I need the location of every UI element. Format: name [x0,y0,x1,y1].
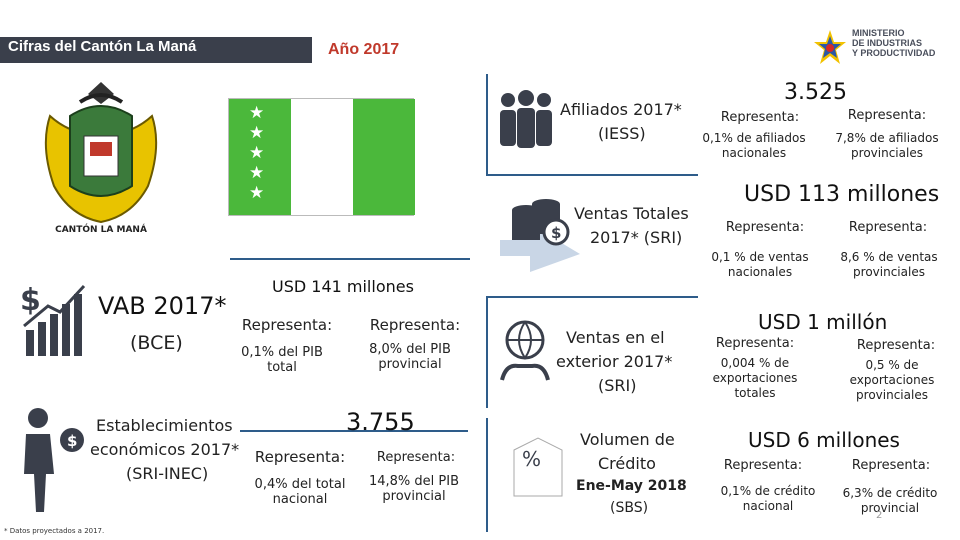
credito-amount: USD 6 millones [748,428,900,452]
svg-text:$: $ [20,283,41,318]
ventas-rep2-label: Representa: [848,220,928,235]
credito-source: (SBS) [610,500,649,516]
exterior-rep2-label: Representa: [856,338,936,353]
divider-line [486,296,488,408]
establecimientos-rep1-label: Representa: [254,448,346,466]
canton-crest-icon: CANTÓN LA MANÁ [44,82,158,235]
establecimientos-amount: 3.755 [346,408,415,436]
exterior-title-line1: Ventas en el [566,328,665,347]
exterior-amount: USD 1 millón [758,310,888,334]
footnote: * Datos proyectados a 2017. [4,527,105,535]
divider-line [230,258,470,260]
establecimientos-rep1-value: 0,4% del total nacional [254,477,346,507]
percent-tag-icon: % [513,437,563,497]
establecimientos-rep2-value: 14,8% del PIB provincial [368,474,460,504]
vab-rep1-label: Representa: [241,316,333,334]
businessman-icon: $ [24,408,84,512]
afiliados-rep1-value: 0,1% de afiliados nacionales [702,131,806,160]
coins-icon: $ [500,199,580,272]
svg-text:%: % [522,447,541,471]
establecimientos-title-line2: económicos 2017* [90,440,240,459]
ministry-logo-icon [814,30,846,64]
exterior-title-line2: exterior 2017* [556,352,673,371]
exterior-source: (SRI) [598,376,637,395]
page-title: Cifras del Cantón La Maná [8,38,197,55]
afiliados-rep2-value: 7,8% de afiliados provinciales [835,131,939,160]
divider-line [240,430,468,432]
svg-text:$: $ [551,224,561,242]
afiliados-source: (IESS) [598,124,646,143]
dollar-growth-chart-icon: $ [20,283,86,356]
credito-period: Ene-May 2018 [576,478,687,494]
divider-line [486,74,488,176]
header-bar [0,37,312,63]
credito-rep2-value: 6,3% de crédito provincial [842,486,938,515]
vab-rep2-label: Representa: [369,316,461,334]
page-number: 2 [876,510,883,521]
flag-stars-icon: ★ ★ ★ ★ ★ [249,103,265,202]
vab-title: VAB 2017* [98,292,227,320]
vab-rep1-value: 0,1% del PIB total [241,345,323,375]
credito-title-line2: Crédito [598,454,656,473]
divider-line [488,174,698,176]
exterior-rep2-value: 0,5 % de exportaciones provinciales [849,358,935,402]
credito-title-line1: Volumen de [580,430,675,449]
vab-rep2-value: 8,0% del PIB provincial [369,342,451,372]
exterior-rep1-label: Representa: [715,336,795,351]
global-trade-icon [500,320,550,381]
crest-motto: CANTÓN LA MANÁ [55,223,147,235]
ventas-rep2-value: 8,6 % de ventas provinciales [840,250,938,279]
ventas-rep1-value: 0,1 % de ventas nacionales [711,250,809,279]
people-group-icon [500,90,552,148]
year-label: Año 2017 [328,41,400,58]
divider-line [488,296,698,298]
credito-rep1-label: Representa: [723,458,803,473]
afiliados-rep2-label: Representa: [847,108,927,123]
divider-line [486,418,488,532]
credito-rep2-label: Representa: [851,458,931,473]
establecimientos-source: (SRI-INEC) [126,464,209,483]
establecimientos-rep1-label-2: Representa: [376,450,456,465]
afiliados-rep1-label: Representa: [720,110,800,125]
svg-text:$: $ [67,432,77,450]
vab-amount: USD 141 millones [272,277,414,296]
ministry-name: MINISTERIO DE INDUSTRIAS Y PRODUCTIVIDAD [852,28,936,58]
ventas-title-line1: Ventas Totales [574,204,689,223]
canton-flag: ★ ★ ★ ★ ★ [228,98,415,216]
exterior-rep1-value: 0,004 % de exportaciones totales [712,356,798,400]
establecimientos-title-line1: Establecimientos [96,416,233,435]
ventas-rep1-label: Representa: [725,220,805,235]
vab-source: (BCE) [130,332,183,354]
ventas-title-line2: 2017* (SRI) [590,228,683,247]
credito-rep1-value: 0,1% de crédito nacional [720,484,816,513]
afiliados-amount: 3.525 [784,80,847,105]
afiliados-title: Afiliados 2017* [560,100,682,119]
ventas-amount: USD 113 millones [744,182,940,207]
